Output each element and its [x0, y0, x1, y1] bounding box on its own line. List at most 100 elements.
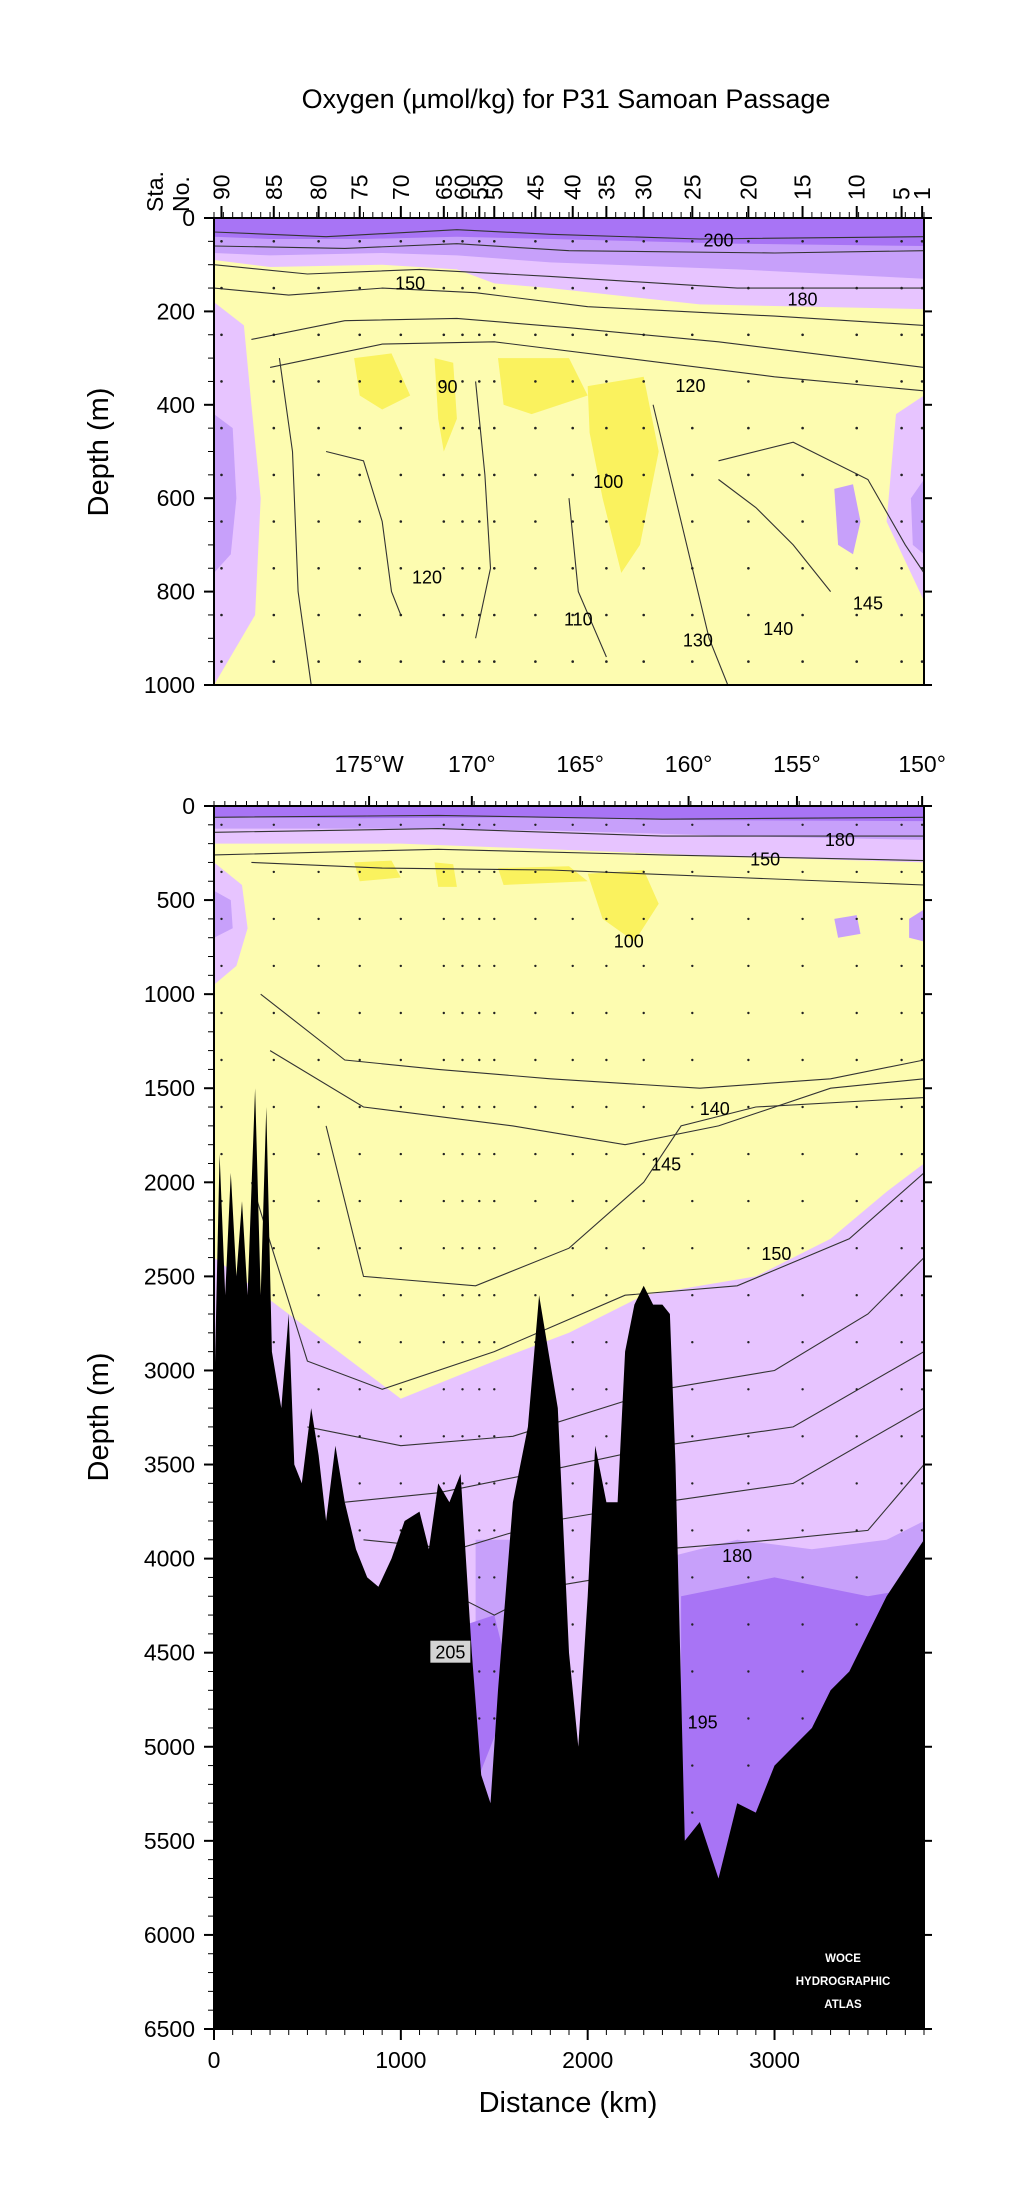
sample-point	[691, 1058, 694, 1062]
sample-point	[691, 426, 694, 430]
sample-point	[399, 1247, 402, 1250]
sample-point	[478, 917, 481, 921]
sample-point	[461, 1152, 464, 1156]
sample-point	[605, 1199, 608, 1203]
sample-point	[399, 333, 403, 337]
sample-point	[317, 1294, 320, 1297]
sample-point	[220, 660, 223, 663]
sample-point	[920, 964, 924, 968]
sample-point	[691, 1764, 694, 1767]
sample-point	[478, 1341, 481, 1344]
sample-point	[478, 1388, 481, 1391]
field-high	[214, 890, 233, 938]
sample-point	[801, 1011, 804, 1015]
contour-label: 150	[750, 850, 780, 870]
sample-point	[442, 567, 446, 570]
ytick-label: 600	[157, 485, 195, 511]
sample-point	[801, 1388, 804, 1391]
sample-point	[461, 1435, 464, 1438]
field-very-low	[587, 376, 659, 573]
ytick-label: 800	[157, 579, 195, 605]
sample-point	[900, 1294, 903, 1297]
longitude-label: 170°	[448, 751, 496, 777]
sample-point	[358, 473, 362, 477]
sample-point	[399, 1152, 402, 1156]
sample-point	[399, 823, 402, 826]
sample-point	[920, 660, 924, 663]
sample-point	[900, 823, 903, 826]
contour-label: 110	[564, 610, 593, 630]
sample-point	[801, 1576, 804, 1579]
sample-point	[900, 426, 903, 430]
sample-point	[461, 1482, 464, 1485]
full-contour-lines	[214, 814, 924, 1616]
station-label: 45	[522, 174, 548, 200]
sample-point	[272, 567, 276, 570]
field-very-low	[354, 353, 411, 410]
sample-point	[493, 1152, 496, 1156]
full-depth-axis: 0 500 1000 1500 2000 2500 3000 3500 4000 4500 5000…	[144, 793, 932, 2042]
field-medium	[214, 302, 261, 685]
sample-point	[571, 660, 574, 663]
sample-point	[642, 473, 645, 477]
svg-text:Sta.: Sta.	[142, 171, 168, 212]
xlabel: Distance (km)	[479, 2087, 658, 2119]
sample-point	[900, 1341, 903, 1344]
sample-point	[605, 333, 608, 337]
station-label: 15	[790, 174, 816, 200]
sample-point	[801, 613, 804, 617]
sample-point	[801, 1435, 804, 1438]
sample-point	[461, 1294, 464, 1297]
sample-point	[920, 1294, 924, 1297]
upper-contour-lines	[214, 229, 924, 685]
sample-point	[461, 380, 464, 383]
upper-depth-axis: 0 200 400 600 800 1000	[144, 205, 932, 698]
sample-point	[571, 240, 574, 243]
sample-point	[801, 567, 804, 570]
sample-point	[920, 1388, 924, 1391]
sample-point	[493, 520, 496, 523]
sample-point	[317, 1105, 320, 1109]
sample-point	[571, 426, 574, 430]
sample-point	[534, 473, 537, 477]
sample-point	[855, 1247, 858, 1250]
sample-point	[461, 286, 464, 290]
sample-point	[642, 1152, 645, 1156]
ytick-label: 5000	[144, 1734, 195, 1760]
sample-point	[801, 1529, 804, 1532]
sample-point	[900, 613, 903, 617]
sample-point	[747, 964, 750, 968]
sample-point	[900, 1152, 903, 1156]
sample-point	[855, 964, 858, 968]
sample-point	[900, 473, 903, 477]
field-very-low	[587, 870, 659, 942]
sample-point	[272, 1152, 275, 1156]
sample-point	[920, 1247, 924, 1250]
contour-label: 130	[683, 631, 713, 651]
sample-point	[442, 520, 446, 523]
sample-point	[747, 1623, 750, 1626]
sample-point	[691, 240, 694, 243]
sample-point	[571, 964, 574, 968]
sample-point	[478, 1152, 481, 1156]
station-label: 20	[735, 174, 761, 200]
sample-point	[478, 1058, 481, 1062]
contour-line	[718, 441, 924, 574]
sample-point	[642, 1011, 645, 1015]
sample-point	[747, 333, 750, 337]
sample-point	[317, 333, 320, 337]
sample-point	[571, 1199, 574, 1203]
sample-point	[642, 964, 645, 968]
sample-point	[691, 1388, 694, 1391]
sample-point	[691, 1011, 694, 1015]
sample-point	[920, 240, 924, 243]
ytick-label: 3000	[144, 1357, 195, 1383]
sample-point	[900, 660, 903, 663]
sample-point	[920, 1435, 924, 1438]
sample-point	[801, 1482, 804, 1485]
contour-line	[250, 1172, 924, 1390]
contour-label: 120	[675, 376, 705, 396]
sample-point	[461, 1388, 464, 1391]
sample-point	[691, 1670, 694, 1673]
